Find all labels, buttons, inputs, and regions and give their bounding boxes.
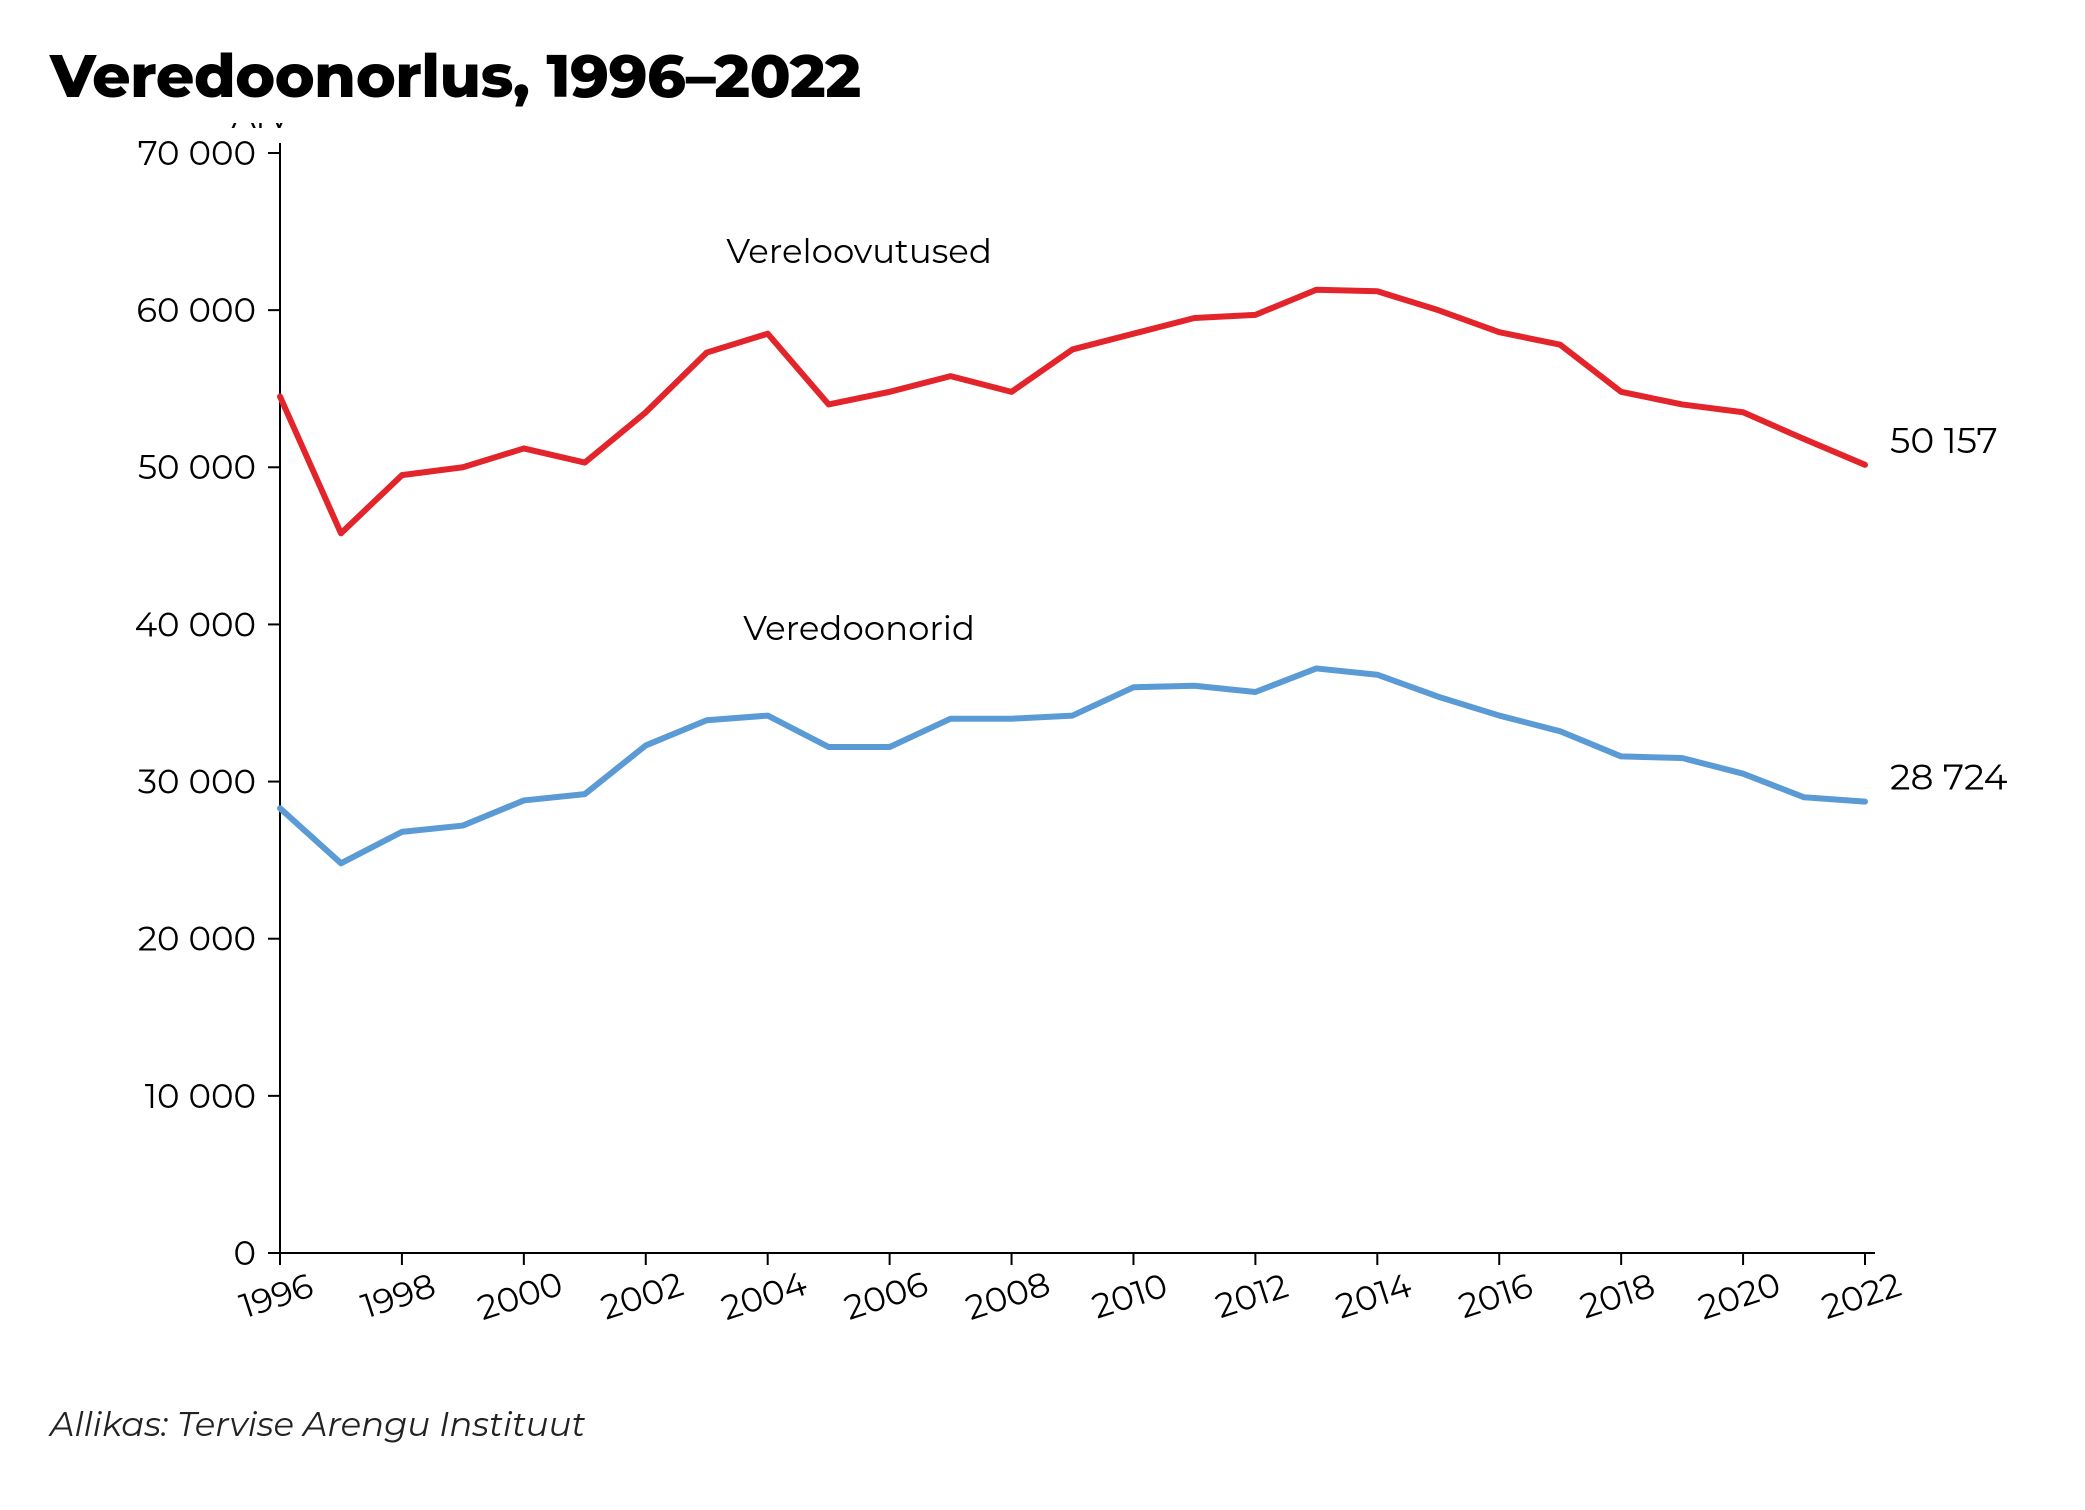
- x-tick-label: 2010: [1087, 1264, 1173, 1328]
- chart-title: Veredoonorlus, 1996–2022: [50, 40, 2035, 113]
- series-line-veredoonorid: [280, 668, 1865, 863]
- series-label: Vereloovutused: [726, 230, 992, 272]
- y-tick-label: 50 000: [138, 446, 256, 488]
- series-end-label: 50 157: [1890, 419, 1998, 463]
- y-tick-label: 20 000: [138, 918, 256, 960]
- y-tick-label: 60 000: [136, 289, 256, 331]
- x-tick-label: 2014: [1331, 1264, 1417, 1328]
- y-tick-label: 10 000: [145, 1075, 256, 1117]
- source-note: Allikas: Tervise Arengu Instituut: [50, 1403, 2035, 1445]
- line-chart: 0 10 000 20 000 30 000 40 000 50 000 60 000 70 …: [50, 123, 2035, 1373]
- series-label: Veredoonorid: [743, 607, 975, 649]
- x-tick-label: 2004: [716, 1262, 811, 1329]
- y-axis-label: Arv: [232, 123, 290, 137]
- x-tick-label: 1998: [356, 1264, 441, 1327]
- x-tick-label: 2002: [596, 1263, 688, 1329]
- series-line-vereloovutused: [280, 290, 1865, 534]
- series-end-label: 28 724: [1890, 756, 2008, 800]
- chart-container: 0 10 000 20 000 30 000 40 000 50 000 60 000 70 …: [50, 123, 2035, 1378]
- x-tick-label: 2020: [1693, 1263, 1785, 1329]
- x-tick-label: 2016: [1453, 1264, 1537, 1327]
- page: Veredoonorlus, 1996–2022 0 10 000 20 000 30…: [0, 0, 2085, 1510]
- x-tick-label: 2012: [1210, 1264, 1293, 1327]
- x-tick-label: 2000: [472, 1262, 567, 1329]
- y-tick-label: 30 000: [138, 760, 256, 802]
- x-tick-label: 2018: [1575, 1264, 1660, 1327]
- x-tick-label: 2008: [960, 1262, 1055, 1329]
- y-tick-label: 70 000: [138, 132, 256, 174]
- y-tick-label: 0: [233, 1232, 256, 1274]
- x-tick-label: 2022: [1817, 1263, 1906, 1328]
- y-tick-label: 40 000: [135, 603, 256, 645]
- x-tick-label: 2006: [839, 1262, 933, 1328]
